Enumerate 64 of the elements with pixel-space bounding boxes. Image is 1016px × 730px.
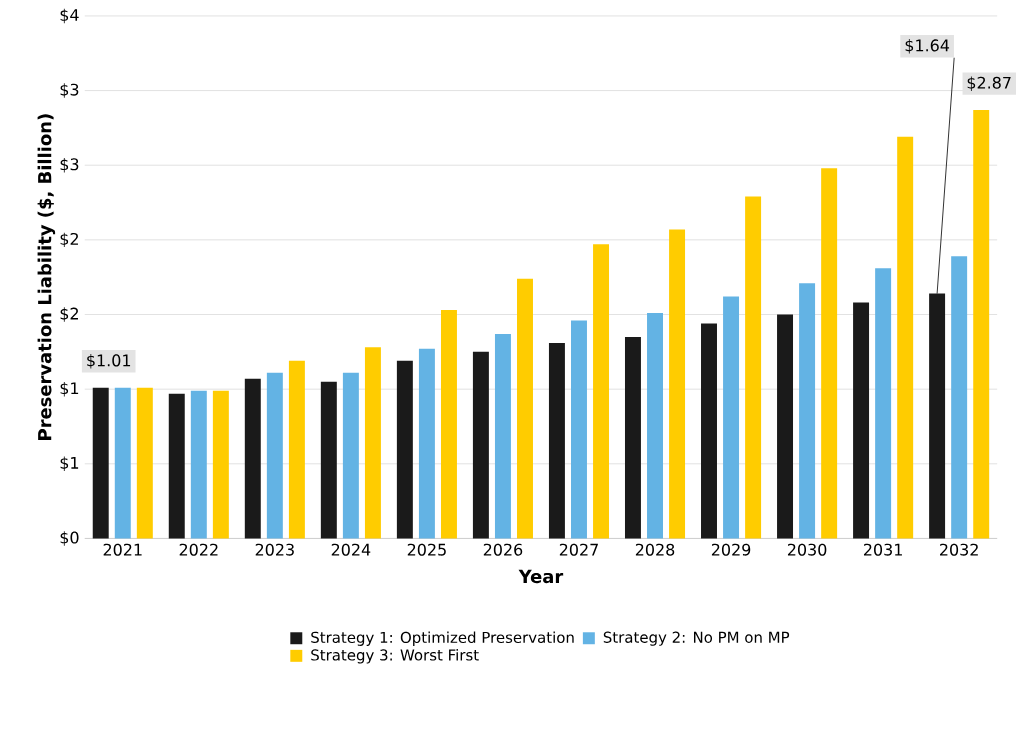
bar [472,351,489,539]
bar [190,390,207,539]
bar [799,283,816,539]
y-tick-label: $4 [60,8,79,24]
bar [723,296,740,539]
y-tick-label: $0 [60,531,79,546]
bar [853,302,870,539]
y-tick-label: $2 [60,307,78,322]
bar [342,372,359,539]
legend-label: Strategy 1: Optimized Preservation [311,631,574,646]
bar [593,244,610,539]
bar [647,313,663,539]
x-tick-label: 2022 [179,543,218,556]
bar [114,387,131,539]
bar [875,268,892,539]
bar [624,336,641,539]
bar [494,333,511,539]
y-axis-title: Preservation Liability ($, Billion) [37,114,56,440]
bar [951,256,968,539]
bar [364,347,381,539]
data-label: $1.64 [905,39,950,54]
y-tick-label: $3 [60,158,79,173]
x-tick-label: 2030 [787,543,827,556]
x-tick-label: 2031 [863,543,902,556]
bar [571,320,587,539]
legend-label: Strategy 2: No PM on MP [603,631,790,646]
y-tick-label: $2 [60,232,78,248]
x-tick-label: 2027 [559,543,598,556]
bar [517,278,533,539]
bar [973,110,990,539]
x-tick-label: 2026 [483,543,523,556]
bar [929,293,946,539]
bar [320,381,337,539]
bar [136,387,153,539]
x-tick-label: 2029 [711,543,751,556]
bar [244,378,261,539]
bar [92,387,109,539]
bar [212,390,229,539]
x-tick-label: 2028 [635,543,675,556]
bar [669,229,686,539]
x-tick-label: 2025 [407,543,446,556]
bar [396,360,413,539]
data-label: $2.87 [967,76,1011,91]
x-tick-label: 2032 [940,543,978,556]
bar [168,393,185,539]
x-tick-label: 2021 [103,543,142,556]
x-tick-label: 2023 [255,543,294,556]
bar [440,310,457,539]
data-label: $1.01 [87,354,131,369]
bar [266,372,283,539]
bar [548,342,565,539]
y-tick-label: $3 [60,83,79,98]
y-tick-label: $1 [60,381,79,397]
bar [418,348,435,539]
bar [288,360,305,539]
bar [745,196,762,539]
bar [821,168,838,539]
bar [701,323,717,539]
bar [777,314,794,539]
x-axis-title: Year [518,569,564,584]
x-tick-label: 2024 [331,543,371,556]
y-tick-label: $1 [60,456,79,472]
legend-label: Strategy 3: Worst First [311,649,479,664]
bar [897,136,914,539]
